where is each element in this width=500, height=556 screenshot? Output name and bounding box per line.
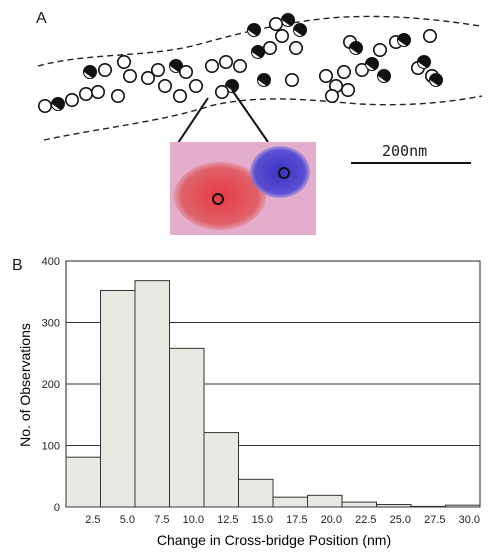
- x-tick-label: 2.5: [85, 514, 100, 526]
- panel-b: B 0 100 200 300 400 2.5 5.0 7.5 10.0 12.5 15.0 17.…: [0, 245, 500, 556]
- particle-highlight: [378, 76, 386, 82]
- panel-a: A 200n: [0, 0, 500, 245]
- x-tick-label: 7.5: [154, 514, 169, 526]
- bars: [65, 280, 481, 508]
- scale-bar: [351, 162, 471, 164]
- particle: [324, 89, 339, 104]
- particle-highlight: [252, 52, 260, 58]
- filament-lower-boundary: [43, 95, 483, 141]
- particle: [422, 28, 437, 43]
- x-tick-label: 30.0: [459, 514, 480, 526]
- particle: [111, 89, 126, 104]
- y-tick-label: 400: [42, 256, 60, 268]
- particle: [179, 65, 194, 80]
- particle: [91, 85, 106, 100]
- particle: [65, 93, 80, 108]
- y-tick-label: 200: [42, 379, 60, 391]
- particle-highlight: [258, 80, 266, 86]
- particle: [340, 83, 355, 98]
- particle: [215, 85, 230, 100]
- y-tick-label: 100: [42, 441, 60, 453]
- particle: [37, 99, 52, 114]
- particle-group: [37, 13, 443, 114]
- panel-b-letter: B: [12, 257, 23, 274]
- bar-25.0-27.5: [410, 505, 446, 508]
- y-axis-ticks: 0 100 200 300 400: [42, 256, 60, 514]
- panel-a-letter: A: [36, 10, 47, 27]
- particle: [262, 40, 277, 55]
- x-tick-label: 27.5: [424, 514, 445, 526]
- particle-highlight: [430, 80, 438, 86]
- x-tick-label: 15.0: [252, 514, 273, 526]
- particle: [141, 71, 156, 86]
- particle: [354, 62, 369, 77]
- bar-2.5-5.0: [100, 290, 136, 508]
- particle: [336, 65, 351, 80]
- particle-highlight: [294, 30, 302, 36]
- x-tick-label: 5.0: [120, 514, 135, 526]
- particle: [205, 58, 220, 73]
- particle-highlight: [52, 104, 60, 110]
- bar-20.0-22.5: [341, 501, 377, 508]
- particle-highlight: [248, 30, 256, 36]
- particle-highlight: [350, 48, 358, 54]
- particle: [318, 69, 333, 84]
- bar-27.5-30.0: [445, 504, 481, 508]
- particle: [98, 62, 113, 77]
- x-tick-label: 22.5: [355, 514, 376, 526]
- x-tick-label: 25.0: [390, 514, 411, 526]
- marker-ring-blue: [278, 167, 290, 179]
- x-axis-label: Change in Cross-bridge Position (nm): [157, 532, 391, 548]
- particle-highlight: [398, 40, 406, 46]
- magnified-inset: [170, 142, 316, 235]
- magnifier-line-left: [175, 97, 209, 147]
- particle: [268, 16, 283, 31]
- particle-highlight: [170, 66, 178, 72]
- particle: [151, 62, 166, 77]
- particle: [288, 40, 303, 55]
- bar-10.0-12.5: [203, 432, 239, 508]
- bar-17.5-20.0: [307, 494, 343, 508]
- bar-12.5-15.0: [238, 478, 274, 508]
- x-tick-label: 17.5: [286, 514, 307, 526]
- filament-upper-boundary: [37, 15, 481, 67]
- x-tick-label: 20.0: [321, 514, 342, 526]
- particle: [79, 87, 94, 102]
- bar-5.0-7.5: [134, 280, 170, 508]
- particle-highlight: [418, 62, 426, 68]
- x-tick-label: 10.0: [183, 514, 204, 526]
- particle: [173, 89, 188, 104]
- filament-schematic: [37, 13, 483, 235]
- particle-highlight: [366, 64, 374, 70]
- magnifier-line-right: [231, 89, 269, 143]
- particle: [158, 79, 173, 94]
- y-tick-label: 0: [54, 502, 60, 514]
- marker-ring-red: [212, 193, 224, 205]
- scale-bar-label: 200nm: [382, 142, 428, 160]
- x-tick-label: 12.5: [217, 514, 238, 526]
- particle: [284, 73, 299, 88]
- particle: [233, 58, 248, 73]
- bar-0-2.5: [65, 456, 101, 508]
- y-axis-label: No. of Observations: [17, 323, 33, 447]
- particle: [372, 42, 387, 57]
- bar-22.5-25.0: [376, 504, 412, 508]
- particle: [117, 54, 132, 69]
- bar-15.0-17.5: [272, 496, 308, 508]
- particle: [219, 54, 234, 69]
- particle: [274, 28, 289, 43]
- particle: [123, 69, 138, 84]
- particle: [189, 79, 204, 94]
- particle-highlight: [84, 72, 92, 78]
- particle-highlight: [282, 20, 290, 26]
- y-tick-label: 300: [42, 318, 60, 330]
- x-axis-ticks: 2.5 5.0 7.5 10.0 12.5 15.0 17.5 20.0 22.5 25.0 27.…: [85, 514, 480, 526]
- bar-7.5-10.0: [169, 347, 205, 508]
